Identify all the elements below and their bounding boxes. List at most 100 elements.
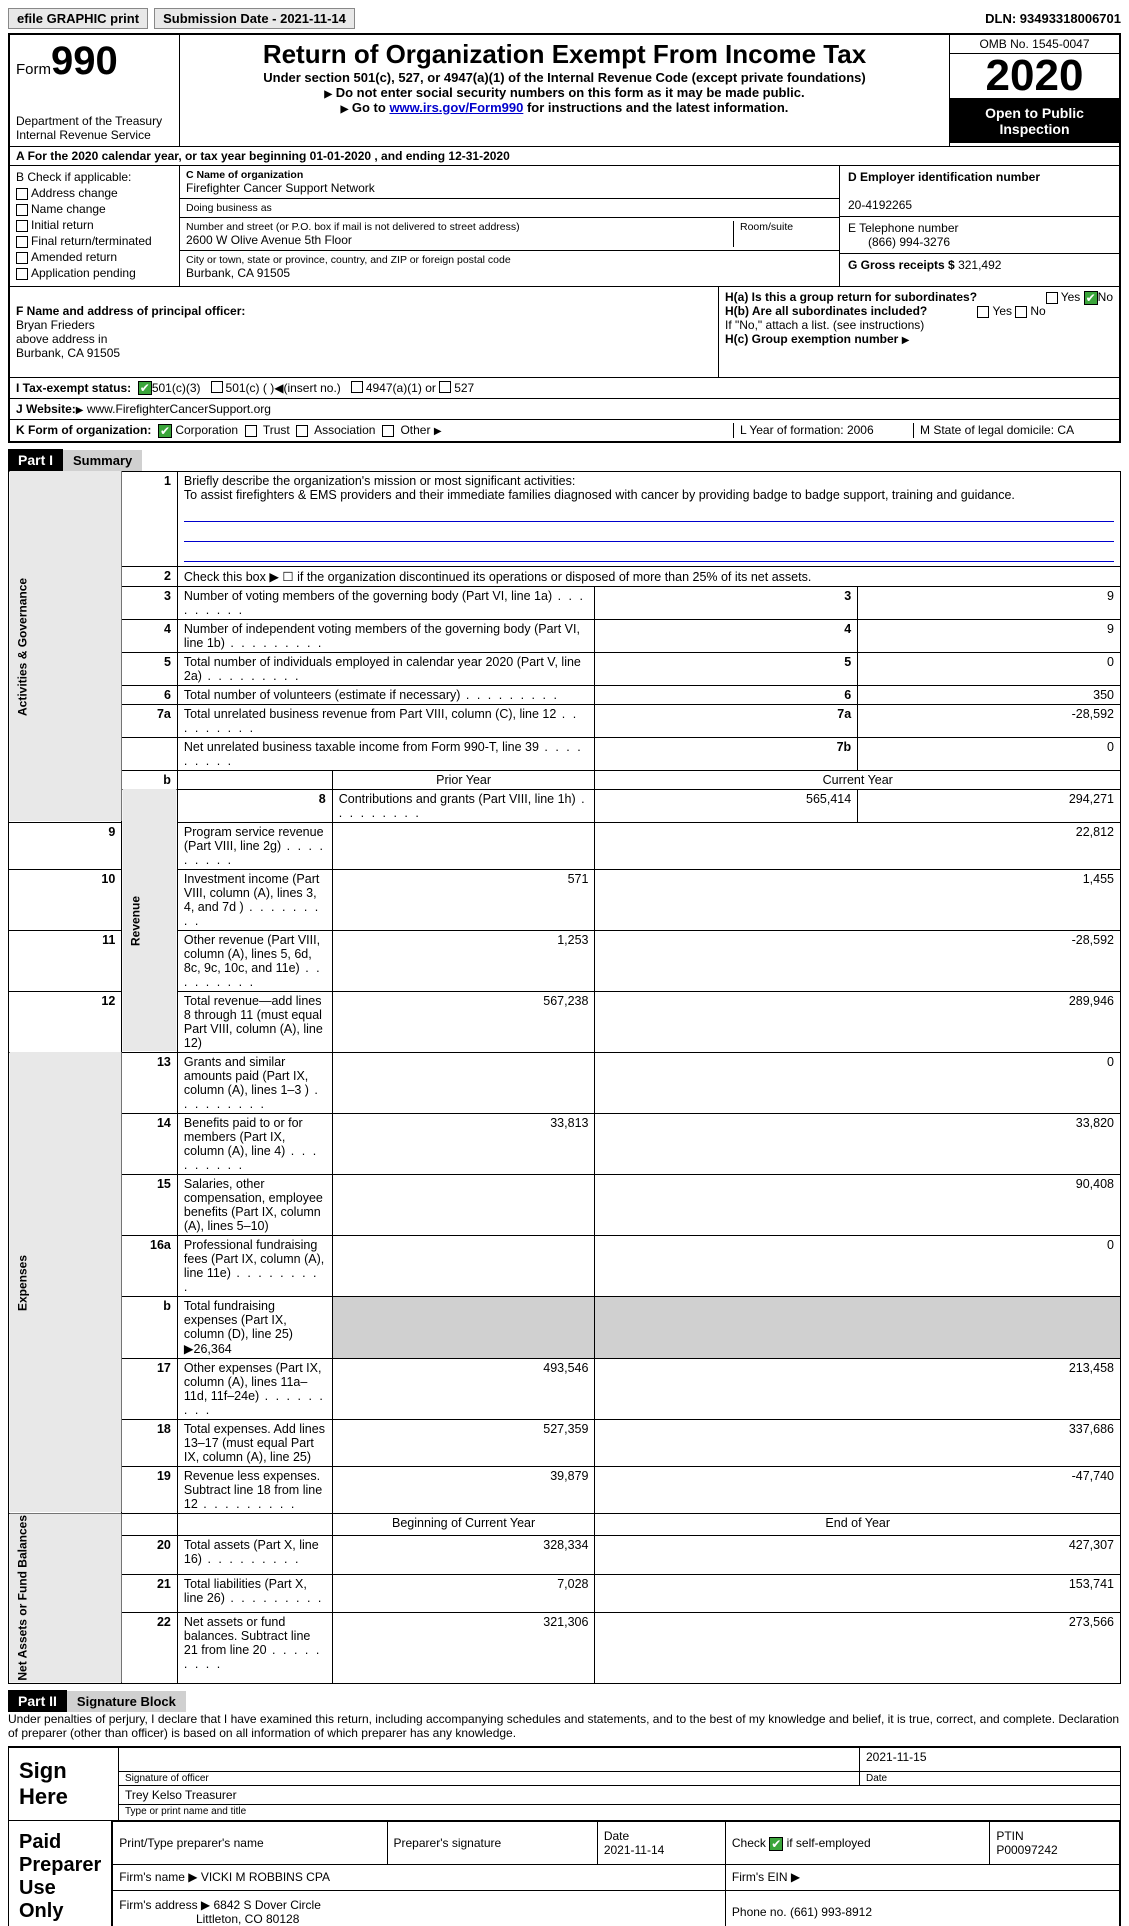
cb-pending-label: Application pending	[31, 266, 136, 280]
efile-button[interactable]: efile GRAPHIC print	[8, 8, 148, 29]
form-prefix: Form	[16, 61, 51, 78]
prior-val: 571	[332, 869, 595, 930]
cb-name[interactable]	[16, 204, 28, 216]
curr-val: 289,946	[595, 991, 1121, 1052]
opt-4947: 4947(a)(1) or	[366, 381, 436, 395]
ha-no-checked[interactable]	[1084, 291, 1098, 305]
curr-val: 337,686	[595, 1419, 1121, 1466]
cb-501c[interactable]	[211, 381, 223, 393]
form-container: Form990 Department of the Treasury Inter…	[8, 33, 1121, 443]
beg-header: Beginning of Current Year	[332, 1513, 595, 1535]
room-label: Room/suite	[733, 221, 833, 247]
cb-initial-label: Initial return	[31, 218, 94, 232]
col-b: B Check if applicable: Address change Na…	[10, 166, 180, 286]
hb-yes[interactable]	[977, 306, 989, 318]
row-text: Number of voting members of the governin…	[184, 589, 552, 603]
k-label: K Form of organization:	[16, 423, 151, 437]
row-text: Grants and similar amounts paid (Part IX…	[184, 1055, 309, 1097]
ein-value: 20-4192265	[848, 198, 912, 212]
form-subtitle: Under section 501(c), 527, or 4947(a)(1)…	[190, 70, 939, 85]
opt-501c3: 501(c)(3)	[152, 381, 201, 395]
dba-label: Doing business as	[186, 202, 272, 214]
form-title: Return of Organization Exempt From Incom…	[190, 39, 939, 70]
cb-initial[interactable]	[16, 220, 28, 232]
part1-header: Part I	[8, 449, 63, 471]
cb-4947[interactable]	[351, 381, 363, 393]
opt-assoc: Association	[314, 423, 375, 437]
penalties-text: Under penalties of perjury, I declare th…	[8, 1712, 1121, 1740]
opt-trust: Trust	[263, 423, 290, 437]
prior-header: Prior Year	[332, 770, 595, 789]
note-goto-post: for instructions and the latest informat…	[523, 100, 788, 115]
table-row: 15Salaries, other compensation, employee…	[9, 1174, 1121, 1235]
signature-block: Sign Here Signature of officer 2021-11-1…	[8, 1746, 1121, 1926]
row-text: Total fundraising expenses (Part IX, col…	[184, 1299, 293, 1356]
cb-final[interactable]	[16, 236, 28, 248]
cb-address[interactable]	[16, 188, 28, 200]
officer-row: F Name and address of principal officer:…	[10, 286, 1119, 377]
current-header: Current Year	[595, 770, 1121, 789]
officer-value: Bryan Frieders above address in Burbank,…	[16, 318, 712, 360]
cb-amended[interactable]	[16, 252, 28, 264]
addr-label: Number and street (or P.O. box if mail i…	[186, 221, 733, 233]
note-ssn: Do not enter social security numbers on …	[336, 85, 805, 100]
cb-address-label: Address change	[31, 186, 118, 200]
table-row: Net unrelated business taxable income fr…	[9, 737, 1121, 770]
topbar: efile GRAPHIC print Submission Date - 20…	[8, 8, 1121, 29]
prior-val: 7,028	[332, 1574, 595, 1613]
opt-insert: (insert no.)	[283, 381, 340, 395]
phone-label: E Telephone number	[848, 221, 959, 235]
row-i: I Tax-exempt status: 501(c)(3) 501(c) ( …	[10, 377, 1119, 398]
line1-text: Briefly describe the organization's miss…	[177, 471, 1120, 566]
cb-501c3[interactable]	[138, 381, 152, 395]
city-label: City or town, state or province, country…	[186, 254, 833, 266]
row-ref: 7a	[595, 704, 858, 737]
table-row: 17Other expenses (Part IX, column (A), l…	[9, 1358, 1121, 1419]
row-text: Total number of volunteers (estimate if …	[184, 688, 461, 702]
dept-label: Department of the Treasury Internal Reve…	[16, 114, 173, 142]
row-k: K Form of organization: Corporation Trus…	[10, 419, 1119, 441]
row-num: 15	[122, 1174, 178, 1235]
hb-no[interactable]	[1015, 306, 1027, 318]
cb-527[interactable]	[439, 381, 451, 393]
row-val: 0	[858, 737, 1121, 770]
cb-selfemp[interactable]	[769, 1837, 783, 1851]
form-number: 990	[51, 39, 118, 83]
row-num: 9	[9, 822, 122, 869]
row-text: Total revenue—add lines 8 through 11 (mu…	[184, 994, 323, 1050]
table-row: 3Number of voting members of the governi…	[9, 586, 1121, 619]
cb-pending[interactable]	[16, 268, 28, 280]
table-row: 18Total expenses. Add lines 13–17 (must …	[9, 1419, 1121, 1466]
line2-text: Check this box ▶ ☐ if the organization d…	[177, 566, 1120, 586]
row-num: 10	[9, 869, 122, 930]
table-row: 5Total number of individuals employed in…	[9, 652, 1121, 685]
row-num: 6	[122, 685, 178, 704]
opt-other: Other	[400, 423, 430, 437]
row-val: 9	[858, 586, 1121, 619]
cb-assoc[interactable]	[296, 425, 308, 437]
row-text: Net unrelated business taxable income fr…	[184, 740, 539, 754]
title-box: Return of Organization Exempt From Incom…	[180, 35, 949, 146]
irs-link[interactable]: www.irs.gov/Form990	[389, 100, 523, 115]
part1-title: Summary	[63, 450, 142, 471]
section-a-text: For the 2020 calendar year, or tax year …	[28, 149, 510, 163]
cb-trust[interactable]	[245, 425, 257, 437]
sig-officer-label: Signature of officer	[119, 1772, 859, 1785]
hb-note: If "No," attach a list. (see instruction…	[725, 318, 1113, 332]
table-row: 20Total assets (Part X, line 16)328,3344…	[9, 1536, 1121, 1575]
firm-phone-label: Phone no.	[732, 1905, 787, 1919]
hb-label: H(b) Are all subordinates included?	[725, 304, 927, 318]
row-num: 19	[122, 1466, 178, 1513]
ha-yes[interactable]	[1046, 292, 1058, 304]
header-row: Form990 Department of the Treasury Inter…	[10, 35, 1119, 146]
prior-val	[332, 1174, 595, 1235]
table-row: 22Net assets or fund balances. Subtract …	[9, 1613, 1121, 1684]
right-box: OMB No. 1545-0047 2020 Open to Public In…	[949, 35, 1119, 146]
cb-other[interactable]	[382, 425, 394, 437]
yes-label2: Yes	[992, 304, 1012, 318]
table-row: 19Revenue less expenses. Subtract line 1…	[9, 1466, 1121, 1513]
cb-corp[interactable]	[158, 424, 172, 438]
gross-value: 321,492	[958, 258, 1001, 272]
row-val: 350	[858, 685, 1121, 704]
triangle-icon	[324, 85, 332, 100]
